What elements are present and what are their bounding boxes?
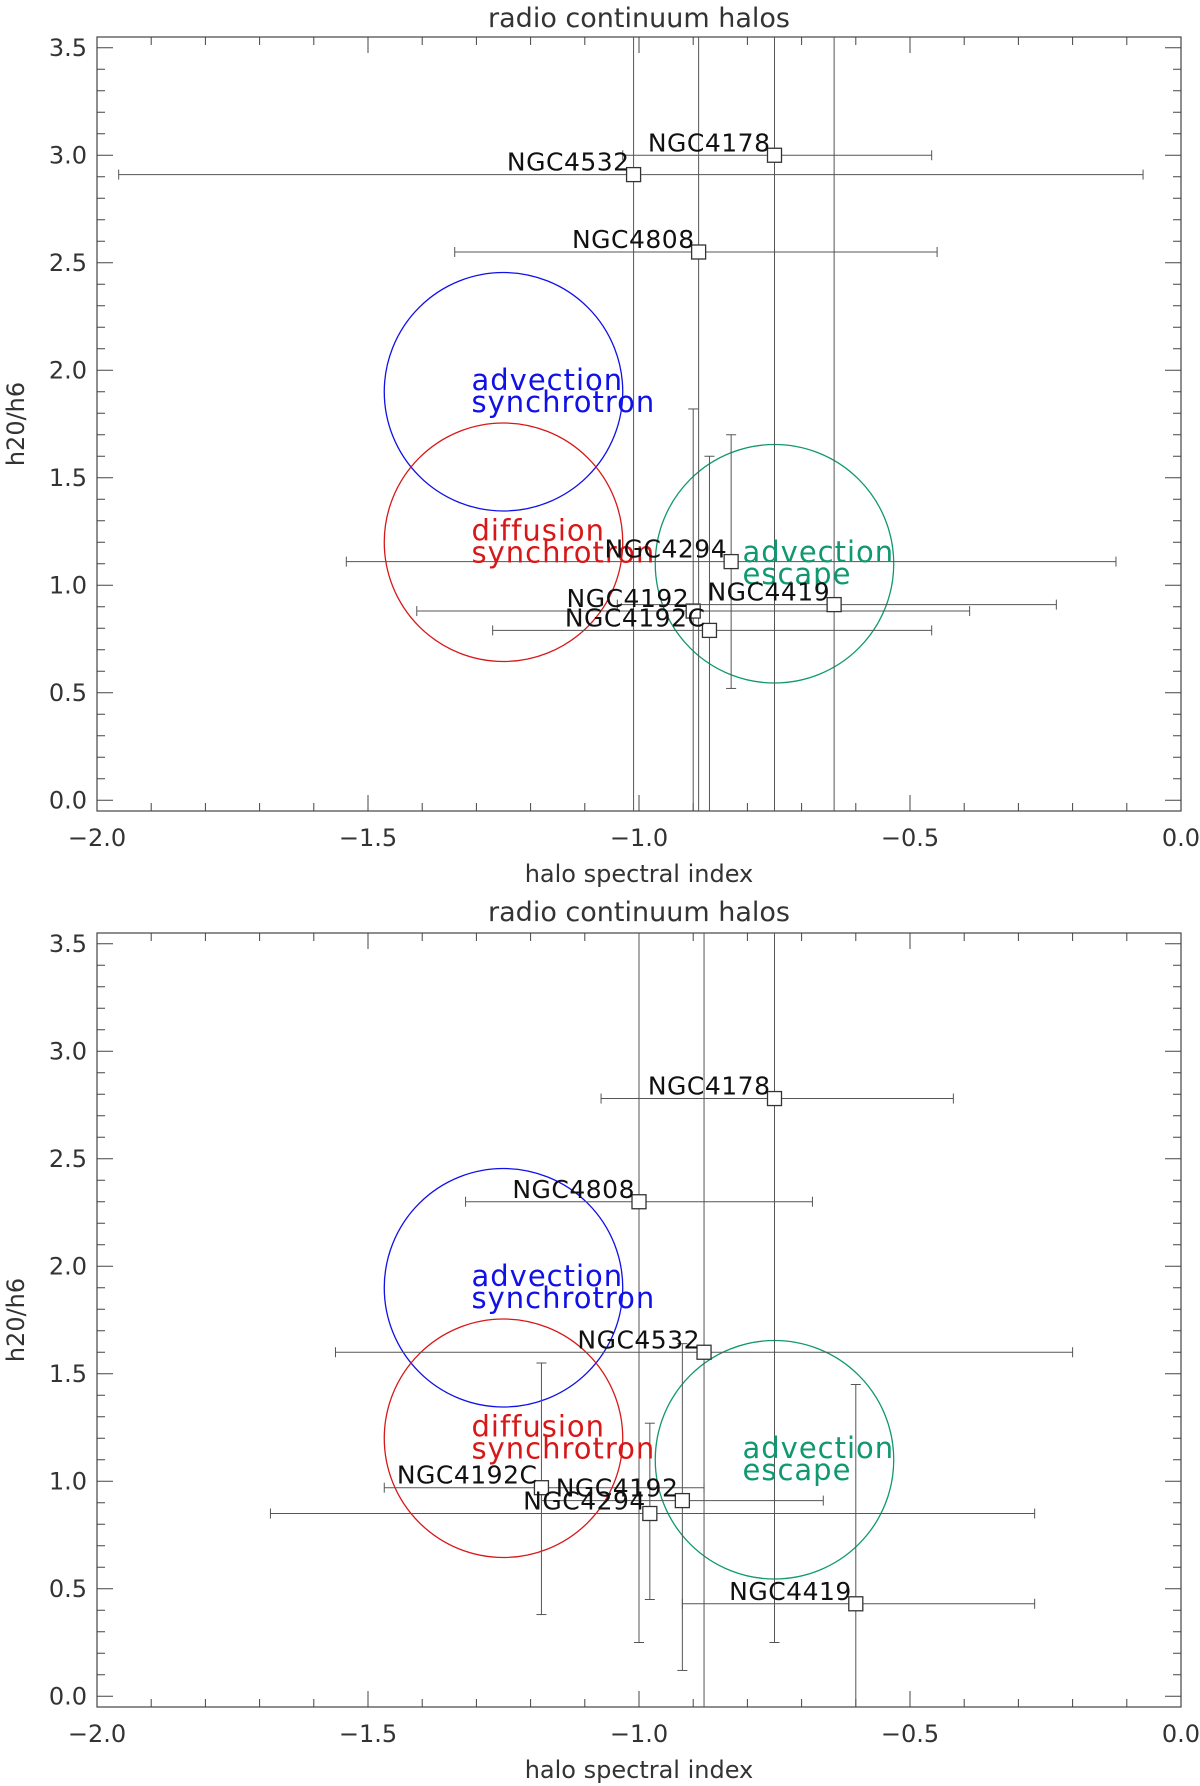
x-tick-label: 0.0: [1162, 824, 1200, 852]
x-tick-label: −0.5: [881, 824, 939, 852]
chart-title: radio continuum halos: [488, 3, 790, 34]
point-label-ngc4808: NGC4808: [572, 225, 695, 254]
point-label-ngc4192c: NGC4192C: [565, 603, 706, 632]
point-label-ngc4178: NGC4178: [648, 1072, 771, 1101]
region-label-advection: advection: [472, 363, 624, 397]
region-circle-diffusion-synchrotron: [383, 422, 624, 663]
y-tick-label: 3.0: [49, 1037, 87, 1065]
y-tick-label: 0.5: [49, 1575, 87, 1603]
y-tick-label: 0.0: [49, 786, 87, 814]
region-label-synchrotron: synchrotron: [472, 385, 656, 419]
y-tick-label: 1.5: [49, 464, 87, 492]
region-label-synchrotron: synchrotron: [472, 535, 656, 569]
region-label-advection: advection: [472, 1259, 624, 1293]
y-tick-label: 3.5: [49, 930, 87, 958]
x-tick-label: −2.0: [68, 1720, 126, 1748]
point-label-ngc4532: NGC4532: [577, 1325, 700, 1354]
x-axis-label: halo spectral index: [525, 1756, 754, 1784]
x-tick-label: −1.5: [339, 824, 397, 852]
point-ngc4192c: [701, 622, 718, 639]
data-layer: [118, 37, 1144, 811]
region-label-escape: escape: [743, 1453, 852, 1487]
point-label-ngc4532: NGC4532: [507, 148, 630, 177]
point-label-ngc4192: NGC4192: [556, 1474, 679, 1503]
region-label-advection: advection: [743, 1431, 895, 1465]
region-label-synchrotron: synchrotron: [472, 1431, 656, 1465]
y-tick-label: 3.5: [49, 34, 87, 62]
region-label-advection: advection: [743, 535, 895, 569]
y-tick-label: 2.5: [49, 249, 87, 277]
point-label-ngc4808: NGC4808: [512, 1175, 635, 1204]
point-ngc4178: [766, 147, 783, 163]
plot-frame: [96, 36, 1182, 812]
point-label-ngc4419: NGC4419: [729, 1577, 852, 1606]
chart-title: radio continuum halos: [488, 897, 790, 928]
point-label-ngc4192: NGC4192: [567, 584, 690, 613]
region-label-synchrotron: synchrotron: [472, 1281, 656, 1315]
y-tick-label: 1.0: [49, 1467, 87, 1495]
y-tick-label: 2.0: [49, 356, 87, 384]
point-ngc4178: [766, 1090, 783, 1107]
chart-panel-1: −2.0 −1.5 −1.0 −0.5 0.0 0.0 0.5 1.0 1.5 2.0 2.5 3.0…: [2, 3, 1200, 888]
y-tick-label: 2.5: [49, 1145, 87, 1173]
point-ngc4419: [848, 1596, 864, 1612]
region-circle-advection-synchrotron: [383, 271, 624, 512]
point-label-ngc4178: NGC4178: [648, 128, 771, 157]
y-axis-label: h20/h6: [2, 382, 30, 466]
point-label-ngc4419: NGC4419: [707, 578, 830, 607]
point-ngc4192: [685, 603, 701, 619]
point-ngc4808: [690, 244, 707, 260]
point-label-ngc4192c: NGC4192C: [397, 1461, 538, 1490]
point-ngc4294: [642, 1505, 658, 1522]
point-label-ngc4294: NGC4294: [523, 1487, 646, 1516]
y-tick-label: 0.5: [49, 679, 87, 707]
x-tick-label: −1.0: [610, 824, 668, 852]
region-label-escape: escape: [743, 557, 852, 591]
data-layer: [269, 933, 1074, 1707]
point-ngc4808: [631, 1194, 647, 1210]
x-tick-label: −1.5: [339, 1720, 397, 1748]
region-circle-diffusion-synchrotron: [383, 1318, 624, 1559]
y-axis-label: h20/h6: [2, 1278, 30, 1362]
point-ngc4532: [625, 166, 642, 183]
point-label-ngc4294: NGC4294: [604, 535, 727, 564]
chart-panel-2: −2.0 −1.5 −1.0 −0.5 0.0 0.0 0.5 1.0 1.5 2.0 2.5 3.0…: [2, 897, 1200, 1784]
y-tick-label: 2.0: [49, 1252, 87, 1280]
y-tick-label: 0.0: [49, 1682, 87, 1710]
point-ngc4192c: [533, 1480, 550, 1496]
point-ngc4294: [723, 553, 739, 570]
y-tick-label: 3.0: [49, 141, 87, 169]
point-ngc4419: [826, 596, 842, 613]
x-tick-label: −0.5: [881, 1720, 939, 1748]
region-circle-advection-synchrotron: [383, 1167, 624, 1408]
region-label-diffusion: diffusion: [472, 513, 606, 547]
x-tick-label: −1.0: [610, 1720, 668, 1748]
x-axis-label: halo spectral index: [525, 860, 754, 888]
point-ngc4532: [696, 1344, 712, 1360]
y-tick-label: 1.0: [49, 571, 87, 599]
y-tick-label: 1.5: [49, 1360, 87, 1388]
x-tick-label: 0.0: [1162, 1720, 1200, 1748]
x-tick-label: −2.0: [68, 824, 126, 852]
point-ngc4192: [674, 1492, 691, 1509]
region-label-diffusion: diffusion: [472, 1409, 606, 1443]
